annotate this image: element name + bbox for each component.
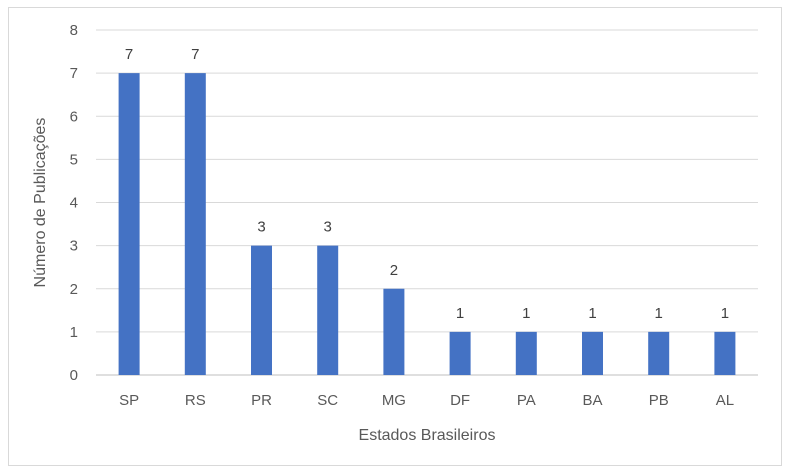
x-tick-label: SP xyxy=(119,392,139,409)
bar-rs xyxy=(184,73,206,375)
y-tick-label: 4 xyxy=(70,195,78,212)
x-tick-label: BA xyxy=(582,392,602,409)
data-label: 3 xyxy=(324,219,332,236)
data-label: 1 xyxy=(522,305,530,322)
bar-pb xyxy=(648,331,670,375)
x-tick-labels: SP RS PR SC MG DF PA BA PB AL xyxy=(119,392,734,409)
y-tick-label: 7 xyxy=(70,65,78,82)
y-axis-title: Número de Publicações xyxy=(32,118,49,288)
bar-mg xyxy=(383,288,405,375)
x-tick-label: SC xyxy=(317,392,338,409)
x-tick-label: PR xyxy=(251,392,272,409)
bar-pr xyxy=(251,245,272,375)
x-tick-label: PA xyxy=(517,392,536,409)
bar-sp xyxy=(118,73,140,375)
x-tick-label: AL xyxy=(716,392,734,409)
data-label: 1 xyxy=(655,305,663,322)
gridlines xyxy=(96,29,758,376)
y-tick-label: 6 xyxy=(70,108,78,125)
y-tick-label: 3 xyxy=(70,238,78,255)
y-tick-label: 5 xyxy=(70,151,78,168)
data-label: 3 xyxy=(257,219,265,236)
y-tick-label: 8 xyxy=(70,22,78,39)
x-axis-title: Estados Brasileiros xyxy=(359,427,496,444)
x-tick-label: MG xyxy=(382,392,406,409)
y-tick-labels: 0 1 2 3 4 5 6 7 8 xyxy=(70,22,78,384)
x-tick-label: DF xyxy=(450,392,470,409)
y-tick-label: 2 xyxy=(70,281,78,298)
bar-ba xyxy=(582,331,603,375)
data-label: 1 xyxy=(456,305,464,322)
data-label: 1 xyxy=(721,305,729,322)
bar-pa xyxy=(515,331,537,375)
data-label: 7 xyxy=(125,46,133,63)
data-labels: 7 7 3 3 2 1 1 1 1 1 xyxy=(125,46,729,322)
data-label: 2 xyxy=(390,262,398,279)
x-tick-label: RS xyxy=(185,392,206,409)
y-tick-label: 0 xyxy=(70,367,78,384)
data-label: 7 xyxy=(191,46,199,63)
bar-al xyxy=(714,331,736,375)
x-tick-label: PB xyxy=(649,392,669,409)
bar-df xyxy=(449,331,471,375)
y-tick-label: 1 xyxy=(70,324,78,341)
bar-sc xyxy=(317,245,339,375)
bars xyxy=(118,73,736,375)
data-label: 1 xyxy=(588,305,596,322)
